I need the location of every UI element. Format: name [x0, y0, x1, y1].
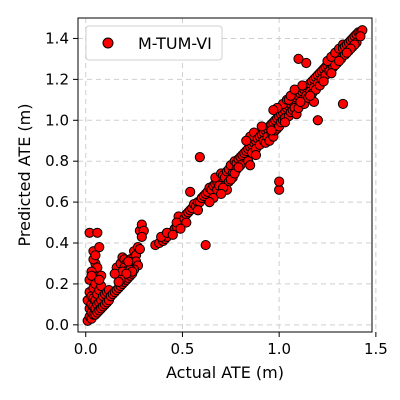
data-point	[94, 274, 105, 285]
data-point	[295, 96, 306, 107]
data-point	[256, 121, 267, 132]
data-point	[297, 80, 308, 91]
data-point	[305, 90, 316, 101]
data-point	[337, 98, 349, 110]
legend-label: M-TUM-VI	[138, 34, 212, 53]
data-point	[86, 270, 97, 281]
y-tick-label: 1.4	[45, 29, 69, 47]
data-point	[216, 188, 227, 200]
data-point	[293, 53, 304, 65]
y-tick-label: 0.8	[45, 152, 69, 170]
y-tick-label: 1.2	[45, 70, 69, 88]
data-point	[185, 186, 196, 197]
data-point	[241, 135, 252, 146]
scatter-points	[82, 25, 368, 326]
x-tick-label: 0.0	[74, 340, 98, 358]
data-point	[250, 149, 262, 161]
data-point	[123, 256, 134, 267]
data-point	[245, 160, 256, 171]
y-tick-label: 0.4	[45, 234, 69, 252]
data-point	[274, 176, 285, 187]
data-point	[113, 276, 124, 287]
x-axis-ticks: 0.0 0.5 1.0 1.5	[74, 332, 388, 358]
legend-marker	[102, 37, 114, 49]
x-tick-label: 1.5	[364, 340, 388, 358]
x-axis-label: Actual ATE (m)	[166, 363, 284, 382]
data-point	[334, 55, 345, 67]
data-point	[279, 117, 291, 128]
data-point	[121, 268, 132, 279]
data-point	[167, 229, 178, 240]
data-point	[94, 242, 105, 253]
data-point	[326, 68, 337, 79]
legend-box	[85, 25, 223, 61]
data-point	[289, 84, 300, 95]
data-point	[194, 152, 205, 163]
y-tick-label: 0.6	[45, 193, 69, 211]
data-point	[301, 57, 312, 69]
data-point	[266, 125, 277, 136]
data-point	[312, 115, 323, 126]
data-point	[341, 47, 352, 58]
x-tick-label: 0.5	[171, 340, 195, 358]
y-axis-ticks: 0.0 0.2 0.4 0.6 0.8 1.0 1.2 1.4	[45, 29, 78, 334]
data-point	[90, 250, 101, 261]
data-point	[109, 268, 120, 279]
data-point	[233, 162, 244, 173]
y-tick-label: 1.0	[45, 111, 69, 129]
data-point	[355, 31, 366, 42]
data-point	[136, 231, 147, 242]
data-point	[204, 197, 215, 208]
data-point	[200, 239, 211, 251]
data-point	[134, 244, 145, 255]
data-point	[268, 104, 279, 116]
data-point	[175, 223, 186, 234]
data-point	[318, 76, 329, 87]
x-tick-label: 1.0	[267, 340, 291, 358]
data-point	[192, 205, 204, 216]
data-point	[181, 217, 192, 228]
y-tick-label: 0.0	[45, 316, 69, 334]
plot-frame	[77, 17, 373, 333]
y-axis-label: Predicted ATE (m)	[15, 104, 34, 247]
y-tick-label: 0.2	[45, 275, 69, 293]
legend: M-TUM-VI	[85, 25, 223, 61]
data-point	[92, 227, 103, 238]
